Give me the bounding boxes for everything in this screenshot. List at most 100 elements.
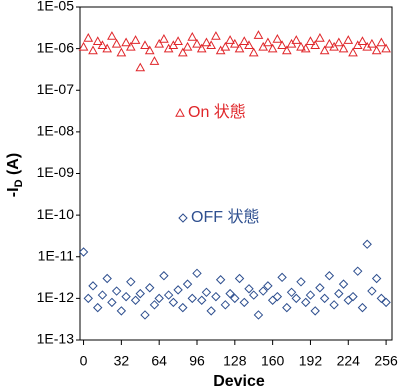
point: [296, 41, 306, 51]
point: [192, 268, 202, 279]
point: [78, 41, 89, 51]
point: [338, 43, 349, 53]
y-label-main: -I: [5, 187, 22, 197]
point: [367, 286, 377, 296]
point: [229, 38, 240, 48]
point: [258, 41, 269, 51]
point: [88, 281, 98, 291]
plot-frame: [79, 6, 393, 341]
point: [182, 41, 193, 51]
point: [248, 47, 259, 57]
point: [324, 271, 335, 281]
point: [281, 45, 292, 55]
y-tick-label: 1E-05: [37, 0, 75, 14]
point: [305, 290, 316, 300]
point: [381, 43, 391, 53]
point: [319, 293, 330, 304]
point: [83, 32, 94, 42]
point: [234, 273, 245, 284]
point: [201, 37, 212, 47]
point: [192, 38, 202, 48]
x-axis-label: Device: [213, 373, 265, 390]
y-tick-label: 1E-10: [37, 206, 75, 222]
point: [149, 300, 160, 310]
x-tick-label: 0: [80, 353, 88, 369]
point: [182, 279, 193, 289]
point: [367, 38, 377, 48]
point: [338, 279, 349, 289]
point: [88, 45, 98, 55]
point: [140, 40, 150, 50]
point: [329, 300, 339, 310]
point: [272, 291, 283, 302]
legend-label: On 状態: [188, 103, 246, 121]
point: [211, 291, 221, 302]
point: [343, 35, 354, 44]
y-label-unit: (A): [5, 153, 22, 175]
point: [111, 38, 122, 48]
y-tick-label: 1E-09: [37, 164, 75, 180]
x-tick-label: 256: [374, 353, 398, 369]
point: [239, 297, 249, 308]
point: [83, 293, 93, 304]
point: [362, 41, 373, 51]
point: [263, 37, 273, 47]
point: [140, 310, 150, 320]
point: [196, 43, 207, 53]
point: [315, 283, 325, 293]
point: [220, 300, 231, 310]
point: [197, 295, 207, 305]
point: [130, 295, 141, 305]
point: [319, 45, 330, 55]
point: [371, 273, 382, 284]
point: [178, 302, 188, 313]
point: [244, 284, 254, 294]
point: [220, 41, 231, 51]
point: [97, 40, 108, 50]
point: [201, 287, 212, 297]
point: [296, 277, 306, 287]
point: [348, 47, 358, 57]
point: [376, 37, 387, 47]
point: [107, 31, 117, 40]
point: [277, 272, 287, 283]
point: [310, 306, 320, 316]
y-tick-label: 1E-06: [37, 39, 75, 55]
point: [291, 293, 301, 304]
point: [239, 36, 250, 45]
point: [371, 45, 382, 55]
y-tick-label: 1E-07: [37, 81, 75, 97]
point: [126, 277, 136, 287]
point: [253, 30, 264, 39]
point: [173, 285, 183, 295]
point: [130, 35, 141, 44]
point: [135, 62, 146, 72]
point: [362, 239, 372, 249]
y-tick-label: 1E-08: [37, 123, 75, 139]
point: [343, 295, 353, 305]
x-tick-label: 96: [189, 353, 205, 369]
point: [333, 37, 344, 47]
point: [211, 31, 221, 40]
y-tick-label: 1E-12: [37, 289, 75, 305]
point: [168, 297, 179, 308]
point: [145, 283, 155, 293]
x-tick-label: 160: [261, 353, 285, 369]
point: [116, 306, 127, 316]
point: [121, 291, 131, 302]
point: [272, 34, 283, 43]
point: [159, 34, 169, 43]
point: [225, 35, 235, 44]
point: [381, 297, 391, 308]
point: [258, 286, 268, 296]
legend-marker: [175, 107, 185, 117]
y-tick-label: 1E-13: [37, 331, 75, 347]
point: [263, 281, 273, 291]
point: [234, 43, 245, 53]
point: [334, 288, 344, 299]
legend-marker: [178, 213, 188, 223]
point: [310, 40, 321, 50]
x-tick-label: 192: [299, 353, 323, 369]
point: [102, 273, 112, 284]
point: [92, 36, 103, 45]
